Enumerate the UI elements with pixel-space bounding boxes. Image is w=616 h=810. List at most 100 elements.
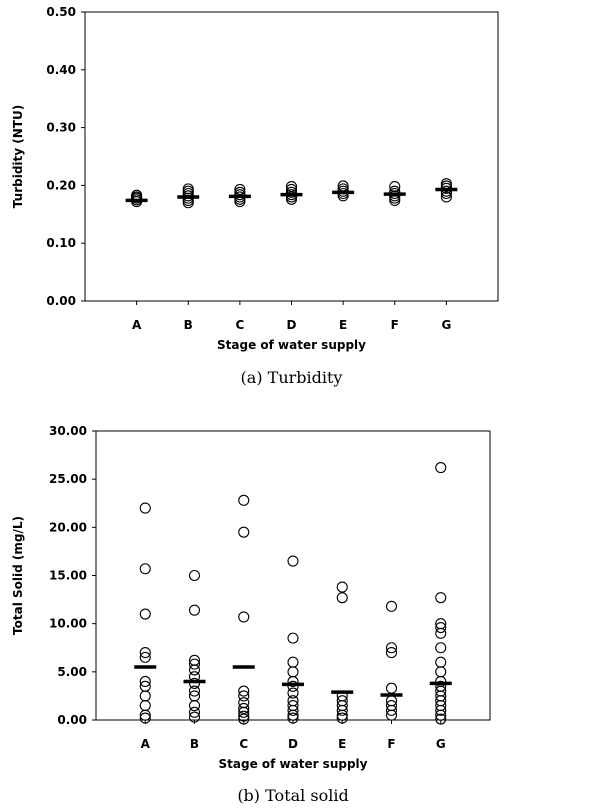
data-point	[238, 611, 250, 623]
data-point	[139, 680, 151, 692]
data-point	[139, 690, 151, 702]
data-point	[336, 581, 348, 593]
x-tick-label: B	[184, 318, 193, 332]
y-tick-label: 15.00	[49, 569, 87, 583]
data-point	[440, 191, 452, 203]
data-point	[336, 712, 348, 724]
y-axis-title: Turbidity (NTU)	[11, 105, 25, 208]
data-point	[435, 680, 447, 692]
data-point	[389, 185, 401, 197]
data-point	[435, 627, 447, 639]
x-tick-label: F	[387, 737, 395, 751]
data-point	[385, 600, 398, 612]
data-point	[238, 690, 250, 702]
data-point	[238, 713, 250, 725]
data-point	[287, 687, 299, 699]
x-tick-label: F	[391, 318, 399, 332]
y-axis-title: Total Solid (mg/L)	[11, 516, 25, 635]
data-point	[435, 462, 447, 474]
data-point	[287, 656, 299, 668]
y-tick-label: 10.00	[49, 617, 87, 631]
data-point	[435, 618, 447, 630]
x-tick-label: G	[441, 318, 451, 332]
y-tick-label: 20.00	[49, 520, 87, 534]
data-point	[336, 695, 348, 707]
data-point	[287, 666, 299, 678]
data-point	[139, 699, 151, 712]
data-point	[287, 632, 299, 644]
data-point	[389, 181, 401, 193]
data-point	[139, 651, 151, 663]
data-point	[139, 712, 151, 724]
x-tick-label: C	[235, 318, 244, 332]
data-point	[285, 181, 298, 193]
data-point	[385, 699, 398, 712]
figure-caption: (b) Total solid	[237, 786, 348, 805]
y-tick-label: 0.00	[57, 713, 87, 727]
data-point	[139, 608, 151, 620]
x-axis-title: Stage of water supply	[217, 338, 366, 352]
x-tick-label: C	[239, 737, 248, 751]
data-point	[238, 494, 250, 506]
data-point	[139, 647, 151, 659]
chart-panel-b: 0.00 5.00 10.00 15.00 20.00 25.00 30.00 A B C D E F G…	[11, 424, 491, 805]
data-point	[139, 502, 151, 514]
y-tick-label: 0.30	[46, 121, 76, 135]
y-tick-label: 0.50	[46, 5, 76, 19]
data-point	[182, 183, 194, 195]
data-point	[435, 592, 447, 604]
data-point	[435, 666, 447, 678]
data-point	[188, 569, 201, 582]
data-point	[385, 642, 398, 654]
data-point	[336, 592, 348, 604]
x-tick-label: G	[436, 737, 446, 751]
data-point	[234, 183, 246, 195]
data-point	[287, 555, 299, 567]
data-point	[188, 711, 201, 723]
y-tick-label: 0.40	[46, 63, 76, 77]
x-tick-label: A	[141, 737, 151, 751]
data-point	[238, 697, 250, 709]
y-tick-label: 0.20	[46, 178, 76, 192]
x-tick-label: B	[190, 737, 199, 751]
data-point	[435, 656, 447, 668]
x-tick-label: A	[132, 318, 142, 332]
y-tick-label: 30.00	[49, 424, 87, 438]
data-point	[188, 685, 201, 697]
y-tick-label: 0.10	[46, 236, 76, 250]
data-point	[385, 682, 398, 694]
data-point	[238, 702, 250, 714]
data-point	[188, 699, 201, 712]
data-point	[287, 712, 299, 724]
data-point	[188, 706, 201, 718]
data-point	[287, 699, 299, 712]
data-point	[238, 526, 250, 538]
data-point	[435, 642, 447, 654]
y-tick-label: 0.00	[46, 294, 76, 308]
data-point	[188, 677, 201, 689]
x-tick-label: E	[338, 737, 346, 751]
data-point	[188, 654, 201, 666]
data-point	[385, 647, 398, 659]
data-point	[435, 713, 447, 725]
data-point	[188, 690, 201, 702]
data-point	[238, 685, 250, 697]
data-point	[435, 621, 447, 634]
data-point	[139, 563, 151, 575]
data-point	[285, 186, 298, 198]
x-tick-label: D	[287, 318, 297, 332]
chart-panel-a: 0.00 0.10 0.20 0.30 0.40 0.50 A B C D E F G Stage of …	[11, 5, 499, 387]
plot-frame	[84, 11, 499, 302]
data-point	[238, 710, 250, 722]
data-point	[287, 680, 299, 692]
data-point	[139, 675, 151, 688]
data-point	[188, 658, 201, 670]
data-point	[188, 664, 201, 676]
figure-caption: (a) Turbidity	[241, 368, 343, 387]
x-tick-label: D	[288, 737, 298, 751]
data-point	[287, 695, 299, 707]
data-point	[188, 604, 201, 616]
y-tick-label: 25.00	[49, 472, 87, 486]
x-axis-title: Stage of water supply	[219, 757, 368, 771]
